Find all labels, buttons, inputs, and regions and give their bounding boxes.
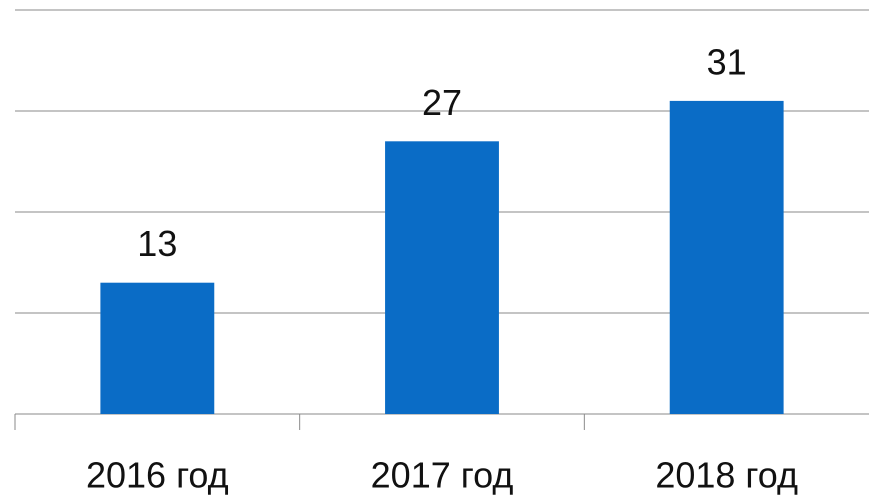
x-tick-label: 2016 год	[86, 455, 229, 496]
bar	[100, 282, 215, 414]
x-tick-label: 2018 год	[655, 455, 798, 496]
value-label: 27	[422, 82, 462, 123]
bar	[669, 100, 784, 415]
x-tick-label: 2017 год	[371, 455, 514, 496]
value-label: 13	[137, 223, 177, 264]
value-label: 31	[707, 41, 747, 82]
bar	[385, 141, 499, 415]
